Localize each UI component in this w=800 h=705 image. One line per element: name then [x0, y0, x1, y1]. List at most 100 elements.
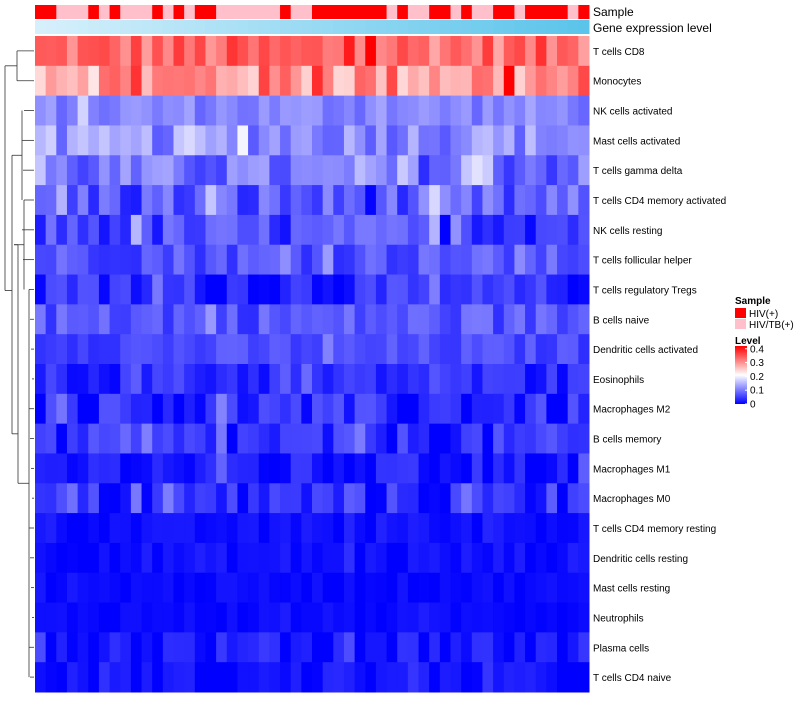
heatmap-cell [407, 334, 420, 365]
heatmap-cell [290, 244, 302, 276]
heatmap-cell [66, 602, 79, 633]
heatmap-cell [194, 542, 206, 574]
heatmap-cell [333, 542, 345, 574]
heatmap-cell [162, 244, 174, 276]
heatmap-cell [503, 274, 515, 305]
heatmap-cell [535, 65, 547, 97]
row-label: Macrophages M2 [593, 405, 671, 416]
expression-track-cell [301, 20, 313, 34]
heatmap-cell [35, 364, 47, 395]
heatmap-cell [56, 95, 68, 126]
heatmap-cell [482, 304, 494, 335]
heatmap-cell [45, 662, 57, 693]
heatmap-cell [493, 423, 505, 454]
heatmap-cell [184, 364, 196, 395]
expression-track-cell [535, 20, 547, 34]
heatmap-cell [194, 572, 206, 604]
heatmap-cell [226, 95, 238, 126]
heatmap-cell [557, 244, 569, 276]
heatmap-cell [375, 36, 388, 67]
heatmap-cell [418, 155, 430, 186]
heatmap-cell [45, 393, 57, 425]
heatmap-cell [450, 513, 462, 544]
heatmap-cell [312, 423, 324, 454]
heatmap-cell [493, 453, 505, 484]
sample-track-cell [312, 5, 324, 19]
heatmap-cell [461, 513, 473, 544]
heatmap-cell [439, 244, 451, 276]
heatmap-cell [184, 214, 196, 246]
heatmap-cell [322, 334, 334, 365]
heatmap-cell [35, 662, 47, 693]
heatmap-cell [88, 632, 100, 663]
heatmap-cell [258, 214, 270, 246]
heatmap-cell [514, 244, 526, 276]
heatmap-cell [386, 155, 398, 186]
expression-track-cell [557, 20, 569, 34]
heatmap-cell [130, 602, 143, 633]
heatmap-cell [280, 483, 292, 514]
heatmap-cell [290, 572, 302, 604]
heatmap-cell [365, 542, 377, 574]
heatmap-cell [375, 125, 388, 156]
heatmap-cell [98, 125, 111, 156]
heatmap-cell [365, 95, 377, 126]
heatmap-cell [535, 662, 547, 693]
heatmap-cell [546, 185, 558, 216]
heatmap-cell [418, 95, 430, 126]
heatmap-cell [141, 125, 153, 156]
sample-track-cell [354, 5, 366, 19]
heatmap-cell [525, 304, 537, 335]
heatmap-cell [301, 95, 313, 126]
heatmap-cell [184, 602, 196, 633]
heatmap-cell [269, 214, 281, 246]
heatmap-cell [162, 214, 174, 246]
heatmap-cell [98, 483, 111, 514]
heatmap-cell [546, 214, 558, 246]
heatmap-cell [567, 185, 579, 216]
heatmap-cell [354, 214, 366, 246]
heatmap-cell [237, 304, 249, 335]
heatmap-cell [333, 602, 345, 633]
heatmap-cell [152, 125, 164, 156]
heatmap-cell [269, 274, 281, 305]
heatmap-cell [578, 214, 590, 246]
heatmap-cell [290, 334, 302, 365]
expression-track-cell [152, 20, 164, 34]
heatmap-cell [557, 95, 569, 126]
heatmap-cell [471, 453, 483, 484]
heatmap-cell [418, 632, 430, 663]
heatmap-cell [546, 423, 558, 454]
heatmap-cell [429, 364, 441, 395]
heatmap-cell [173, 453, 185, 484]
heatmap-cell [194, 155, 206, 186]
heatmap-cell [162, 572, 174, 604]
heatmap-cell [535, 602, 547, 633]
sample-legend: Sample HIV(+) HIV/TB(+) [735, 296, 794, 331]
heatmap-cell [77, 662, 89, 693]
heatmap-cell [312, 155, 324, 186]
expression-track-cell [450, 20, 462, 34]
heatmap-cell [546, 453, 558, 484]
heatmap-cell [461, 125, 473, 156]
heatmap-cell [535, 572, 547, 604]
heatmap-cell [557, 572, 569, 604]
heatmap-cell [109, 185, 121, 216]
row-label: Dendritic cells activated [593, 345, 698, 356]
heatmap-cell [35, 36, 47, 67]
heatmap-cell [184, 36, 196, 67]
heatmap-cell [578, 185, 590, 216]
heatmap-cell [269, 36, 281, 67]
heatmap-cell [535, 423, 547, 454]
heatmap-cell [514, 572, 526, 604]
heatmap-cell [130, 65, 143, 97]
heatmap-cell [45, 185, 57, 216]
heatmap-cell [66, 155, 79, 186]
heatmap-cell [546, 483, 558, 514]
level-legend-title: Level [735, 336, 761, 347]
heatmap-cell [429, 423, 441, 454]
heatmap-cell [343, 483, 356, 514]
heatmap-cell [343, 334, 356, 365]
expression-track-cell [77, 20, 89, 34]
heatmap-cell [88, 274, 100, 305]
